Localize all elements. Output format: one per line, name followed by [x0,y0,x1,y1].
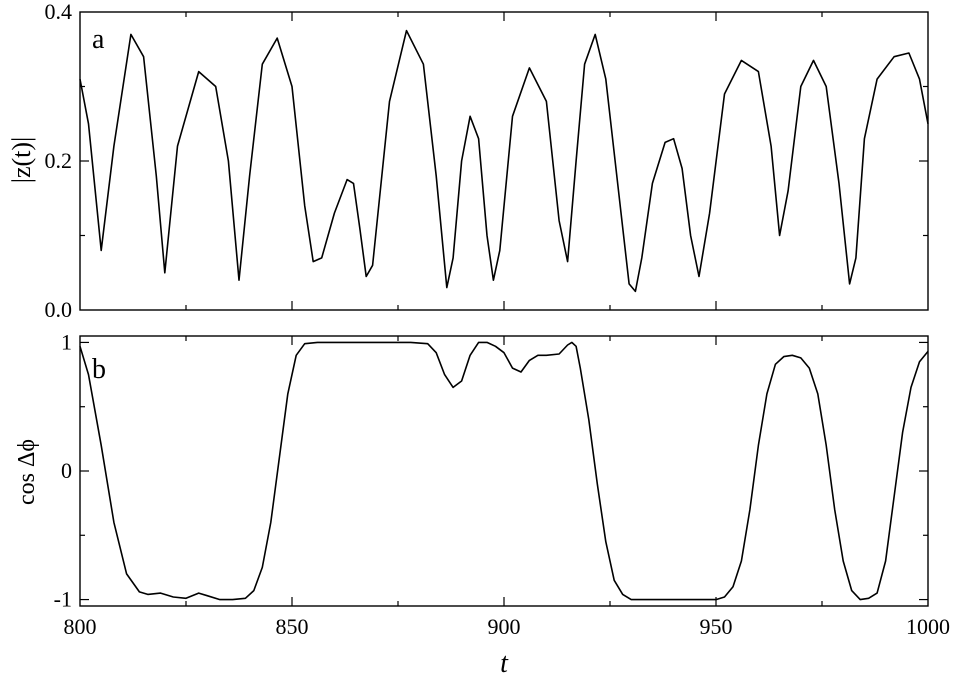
x-tick-label: 850 [276,614,309,639]
x-axis-label: t [500,648,509,677]
panel-b: cos Δϕ b -1 0 1 800 850 900 950 1000 t [14,329,950,677]
x-tick-label: 900 [488,614,521,639]
y-tick-label: 0.2 [45,148,73,173]
panel-b-series-line [79,341,929,601]
panel-a-letter: a [92,24,105,55]
panel-a-frame [79,11,929,311]
panel-a-y-axis-label: |z(t)| [7,137,36,184]
panel-a: |z(t)| a 0.0 0.2 0.4 [7,0,929,322]
y-tick-label: 0.4 [45,0,73,24]
x-tick-label: 950 [700,614,733,639]
panel-a-series-line [79,29,929,293]
y-tick-label: -1 [54,587,72,612]
y-tick-label: 0 [61,458,72,483]
y-tick-label: 1 [61,329,72,354]
x-tick-label: 1000 [906,614,950,639]
y-tick-label: 0.0 [45,297,73,322]
x-tick-label: 800 [64,614,97,639]
panel-b-letter: b [92,354,106,385]
panel-b-y-axis-label: cos Δϕ [14,439,40,505]
panel-b-frame [79,335,929,607]
